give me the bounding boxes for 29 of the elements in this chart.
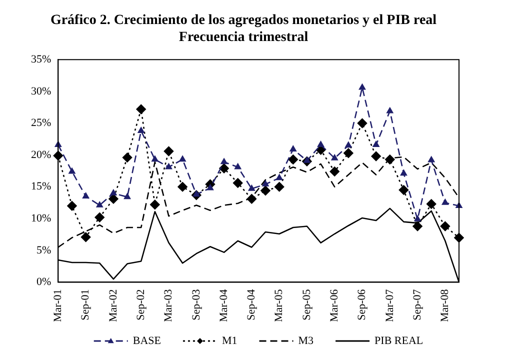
y-tick-label: 15%	[30, 180, 52, 193]
y-tick-label: 20%	[30, 148, 52, 161]
y-tick-label: 10%	[30, 212, 52, 225]
y-tick-label: 35%	[30, 53, 52, 66]
x-tick-label: Mar-04	[218, 288, 230, 322]
x-tick-label: Mar-01	[52, 289, 64, 322]
x-tick-label: Mar-08	[439, 288, 452, 322]
y-tick-label: 0%	[36, 276, 52, 288]
x-tick-label: Mar-03	[162, 288, 175, 322]
legend-label: M3	[298, 334, 314, 347]
chart-subtitle: Frecuencia trimestral	[178, 30, 308, 45]
x-tick-label: Sep-05	[300, 288, 313, 320]
x-tick-label: Mar-05	[273, 288, 286, 322]
x-tick-label: Sep-04	[246, 288, 258, 320]
legend-label: PIB REAL	[374, 334, 424, 347]
chart-title: Gráfico 2. Crecimiento de los agregados monetarios y el PIB real	[50, 13, 437, 28]
legend-label: BASE	[132, 334, 162, 347]
x-tick-label: Mar-06	[328, 288, 340, 322]
x-tick-label: Sep-06	[356, 288, 368, 320]
y-tick-label: 5%	[36, 244, 52, 256]
legend-label: M1	[222, 334, 238, 347]
x-tick-label: Sep-01	[80, 289, 92, 320]
x-tick-label: Mar-07	[384, 288, 396, 322]
x-tick-label: Sep-07	[411, 288, 424, 320]
y-tick-label: 25%	[30, 117, 52, 130]
x-tick-label: Sep-03	[190, 288, 202, 320]
x-tick-label: Sep-02	[134, 289, 147, 320]
y-tick-label: 30%	[30, 85, 52, 98]
x-tick-label: Mar-02	[107, 289, 120, 322]
